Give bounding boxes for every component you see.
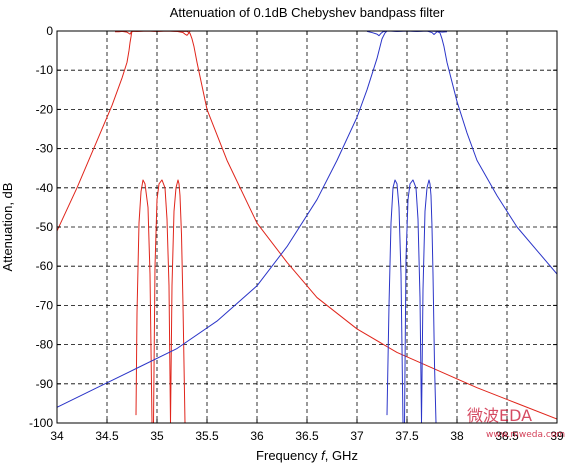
y-tick-label: -40 bbox=[36, 181, 54, 195]
x-tick-label: 36.5 bbox=[295, 429, 319, 443]
y-tick-label: -30 bbox=[36, 142, 54, 156]
x-tick-label: 39 bbox=[550, 429, 564, 443]
y-tick-label: -70 bbox=[36, 298, 54, 312]
y-tick-label: 0 bbox=[46, 24, 53, 38]
series-0-curve-2 bbox=[135, 179, 186, 423]
y-tick-label: -80 bbox=[36, 338, 54, 352]
y-tick-label: -60 bbox=[36, 259, 54, 273]
ticks bbox=[56, 30, 558, 424]
x-axis-label: Frequency f, GHz bbox=[256, 448, 358, 463]
x-tick-label: 35 bbox=[150, 429, 164, 443]
y-tick-label: -20 bbox=[36, 102, 54, 116]
series-1-curve-2 bbox=[386, 179, 437, 423]
chart-title: Attenuation of 0.1dB Chebyshev bandpass … bbox=[170, 5, 445, 20]
x-tick-label: 34.5 bbox=[95, 429, 119, 443]
y-tick-label: -90 bbox=[36, 377, 54, 391]
series-0-curve-1 bbox=[115, 31, 191, 36]
watermark-chinese: 微波EDA bbox=[467, 406, 532, 425]
x-tick-label: 34 bbox=[50, 429, 64, 443]
grid bbox=[57, 31, 557, 423]
x-tick-labels: 34 34.5 35 35.5 36 36.5 37 37.5 38 38.5 39 bbox=[50, 429, 564, 443]
y-tick-label: -10 bbox=[36, 63, 54, 77]
y-tick-label: -100 bbox=[29, 416, 53, 430]
y-tick-label: -50 bbox=[36, 220, 54, 234]
x-tick-label: 38 bbox=[450, 429, 464, 443]
y-tick-labels: 0 -10 -20 -30 -40 -50 -60 -70 -80 -90 -100 bbox=[29, 24, 53, 430]
watermark-url: www.mweda.com bbox=[486, 430, 565, 440]
x-tick-label: 36 bbox=[250, 429, 264, 443]
x-tick-label: 37 bbox=[350, 429, 364, 443]
x-tick-label: 35.5 bbox=[195, 429, 219, 443]
y-axis-label: Attenuation, dB bbox=[0, 183, 15, 272]
x-tick-label: 37.5 bbox=[395, 429, 419, 443]
x-tick-label: 38.5 bbox=[495, 429, 519, 443]
